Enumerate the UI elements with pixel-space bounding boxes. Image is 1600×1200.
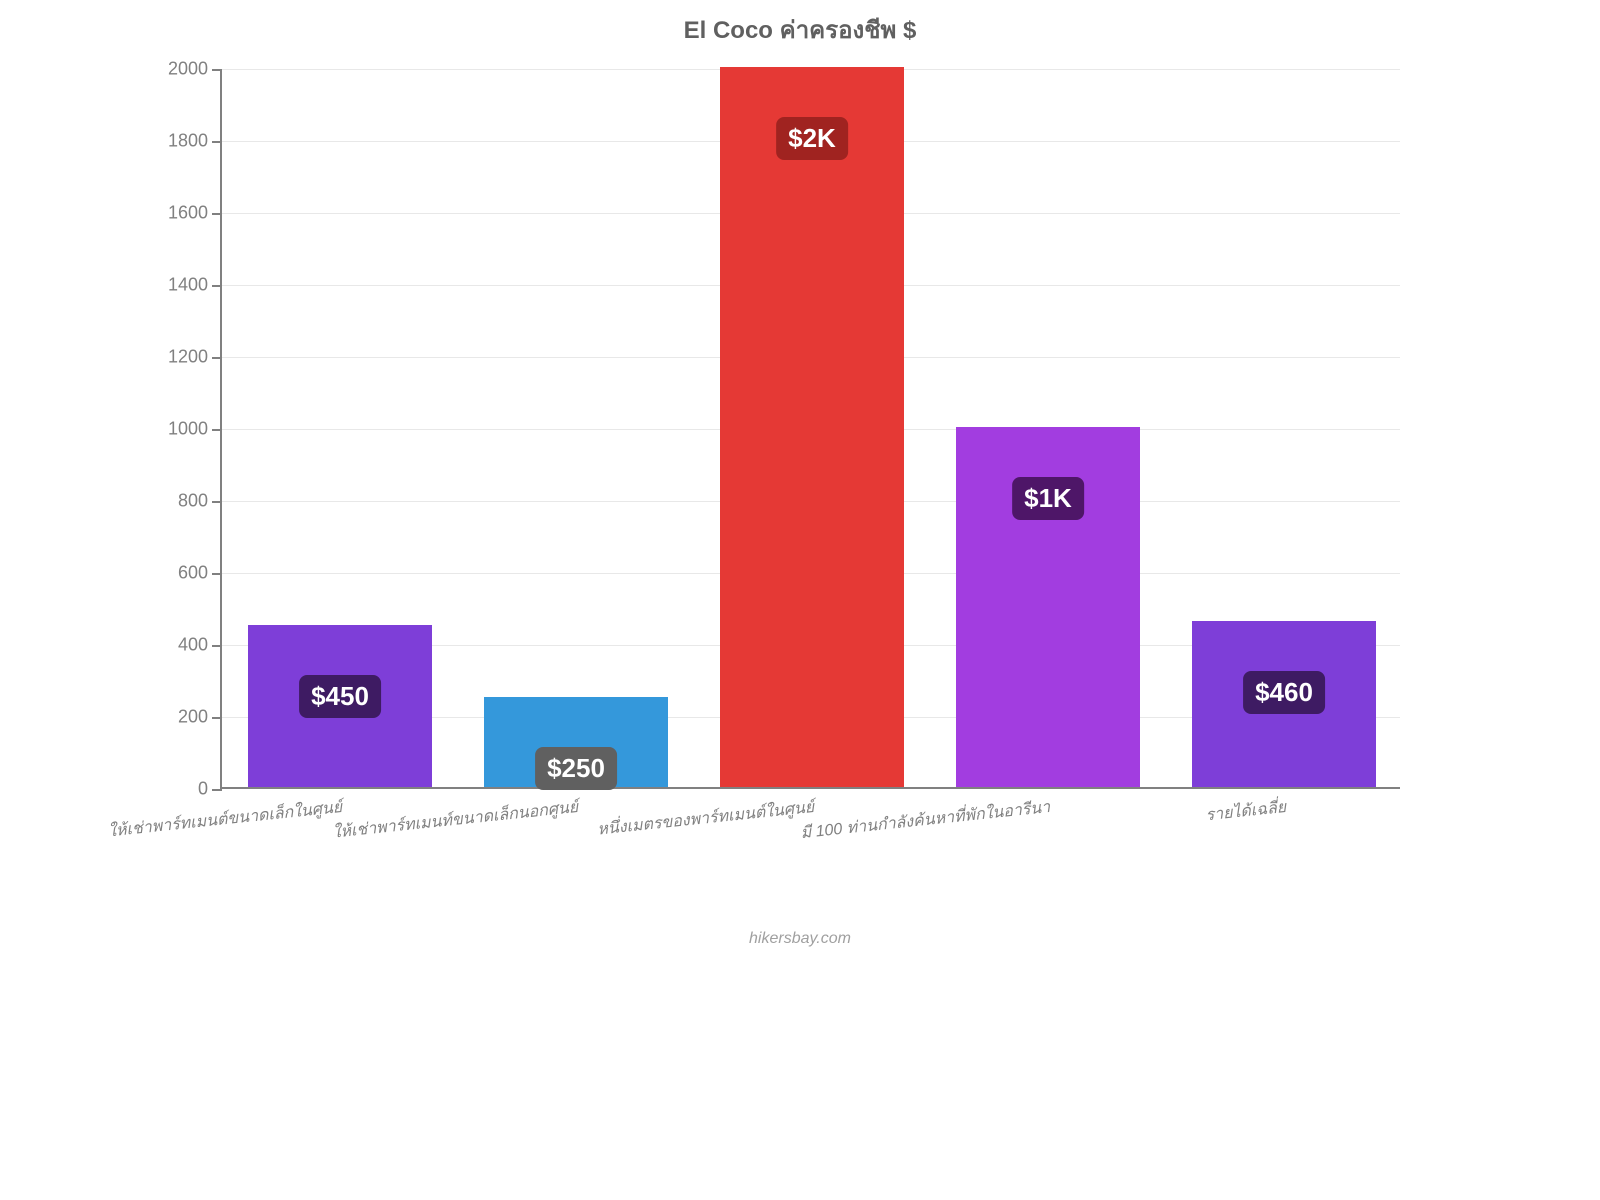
chart-plot-area: 0200400600800100012001400160018002000$45…: [220, 69, 1400, 789]
y-axis-label: 1000: [168, 419, 222, 440]
y-axis-label: 800: [178, 491, 222, 512]
x-axis-label: มี 100 ท่านกำลังค้นหาที่พักในอารีนา: [799, 787, 1052, 846]
y-axis-label: 1400: [168, 275, 222, 296]
chart-bar: $450: [248, 625, 432, 787]
chart-bar: $1K: [956, 427, 1140, 787]
cost-of-living-chart: El Coco ค่าครองชีพ $ 0200400600800100012…: [160, 0, 1440, 960]
y-axis-label: 0: [198, 779, 222, 800]
y-axis-label: 1200: [168, 347, 222, 368]
x-axis-label: หนึ่งเมตรของพาร์ทเมนต์ในศูนย์: [595, 787, 815, 843]
chart-value-badge: $450: [299, 675, 381, 718]
chart-title: El Coco ค่าครองชีพ $: [160, 10, 1440, 49]
chart-attribution: hikersbay.com: [749, 930, 851, 948]
chart-bar: $2K: [720, 67, 904, 787]
y-axis-label: 1600: [168, 203, 222, 224]
x-axis-label: รายได้เฉลี่ย: [1204, 787, 1288, 828]
y-axis-label: 400: [178, 635, 222, 656]
y-axis-label: 200: [178, 707, 222, 728]
chart-value-badge: $1K: [1012, 477, 1084, 520]
y-axis-label: 1800: [168, 131, 222, 152]
x-axis-label: ให้เช่าพาร์ทเมนต์ขนาดเล็กในศูนย์: [106, 787, 343, 844]
chart-bar: $460: [1192, 621, 1376, 787]
x-axis-label: ให้เช่าพาร์ทเมนท์ขนาดเล็กนอกศูนย์: [331, 787, 580, 846]
chart-bar: $250: [484, 697, 668, 787]
chart-value-badge: $250: [535, 747, 617, 790]
chart-value-badge: $2K: [776, 117, 848, 160]
y-axis-label: 600: [178, 563, 222, 584]
chart-value-badge: $460: [1243, 671, 1325, 714]
y-axis-label: 2000: [168, 59, 222, 80]
